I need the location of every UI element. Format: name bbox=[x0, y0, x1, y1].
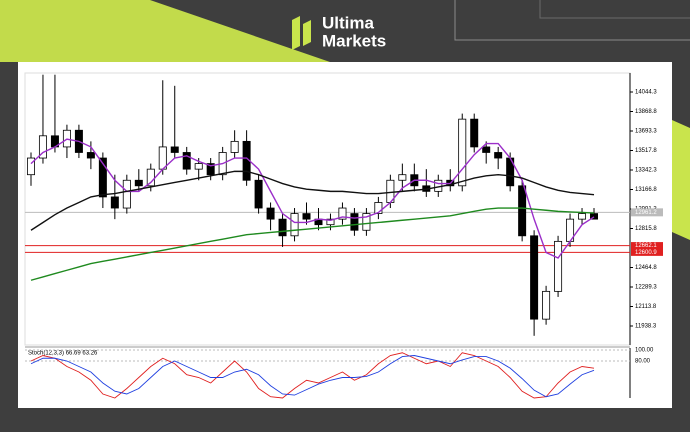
candle-body bbox=[518, 185, 527, 237]
level-box bbox=[631, 248, 663, 256]
accent-shape bbox=[672, 120, 690, 240]
candle-body bbox=[326, 218, 335, 226]
candle-body bbox=[302, 213, 311, 220]
candle-body bbox=[458, 118, 467, 187]
candle-body bbox=[374, 202, 383, 214]
moving-average bbox=[30, 138, 595, 259]
candle-body bbox=[170, 146, 179, 153]
candle-body bbox=[158, 146, 167, 170]
moving-average bbox=[30, 170, 595, 231]
accent-shape bbox=[0, 0, 330, 62]
candle-body bbox=[26, 157, 35, 176]
candle-body bbox=[206, 163, 215, 176]
candle-body bbox=[554, 240, 563, 292]
candle-body bbox=[590, 213, 599, 220]
logo-icon bbox=[303, 20, 311, 46]
candle-body bbox=[338, 207, 347, 220]
deco-line bbox=[539, 0, 690, 19]
level-label: 12600.9 bbox=[635, 250, 657, 256]
candle-body bbox=[470, 118, 479, 148]
y-tick-label: 14044.3 bbox=[635, 90, 657, 96]
candle-body bbox=[98, 157, 107, 198]
stoch-line bbox=[30, 352, 595, 399]
candle-body bbox=[482, 146, 491, 153]
y-tick-label: 100.00 bbox=[635, 348, 654, 354]
candle-body bbox=[542, 290, 551, 320]
candle-body bbox=[530, 235, 539, 320]
candle-body bbox=[38, 135, 47, 159]
candle-body bbox=[290, 213, 299, 237]
candle-body bbox=[266, 207, 275, 220]
candle-body bbox=[494, 152, 503, 159]
y-tick-label: 12815.8 bbox=[635, 226, 657, 232]
candle-body bbox=[398, 174, 407, 181]
candle-body bbox=[122, 179, 131, 209]
deco-line bbox=[454, 0, 690, 41]
candle-body bbox=[254, 179, 263, 209]
candle-body bbox=[578, 213, 587, 220]
candle-body bbox=[194, 163, 203, 170]
y-tick-label: 80.00 bbox=[635, 359, 651, 365]
last-price-box bbox=[631, 208, 663, 217]
y-tick-label: 13868.8 bbox=[635, 109, 657, 115]
y-tick-label: 13517.8 bbox=[635, 148, 657, 154]
y-tick-label: 12113.8 bbox=[635, 304, 657, 310]
y-tick-label: 11938.3 bbox=[635, 324, 657, 330]
candle-body bbox=[350, 213, 359, 231]
stoch-title: Stoch(12,3,3) 66.69 63.26 bbox=[28, 351, 98, 357]
y-tick-label: 13693.3 bbox=[635, 129, 657, 135]
brand-line2: Markets bbox=[322, 31, 386, 50]
brand-line1: Ultima bbox=[322, 13, 375, 32]
y-tick-label: 13342.3 bbox=[635, 168, 657, 174]
candle-body bbox=[86, 152, 95, 159]
level-label: 12662.1 bbox=[635, 243, 657, 249]
candle-body bbox=[362, 213, 371, 231]
logo-icon bbox=[292, 16, 300, 50]
y-tick-label: 13166.8 bbox=[635, 187, 657, 193]
candle-body bbox=[230, 140, 239, 153]
candle-body bbox=[134, 179, 143, 187]
candle-body bbox=[182, 152, 191, 170]
stoch-line bbox=[30, 355, 595, 398]
moving-average bbox=[30, 207, 595, 281]
last-price-label: 12961.2 bbox=[635, 210, 657, 216]
candle-body bbox=[278, 218, 287, 237]
y-tick-label: 12289.3 bbox=[635, 285, 657, 291]
level-box bbox=[631, 242, 663, 250]
y-tick-label: 12464.8 bbox=[635, 265, 657, 271]
candle-body bbox=[110, 196, 119, 209]
logo: Ultima Markets bbox=[292, 13, 386, 50]
